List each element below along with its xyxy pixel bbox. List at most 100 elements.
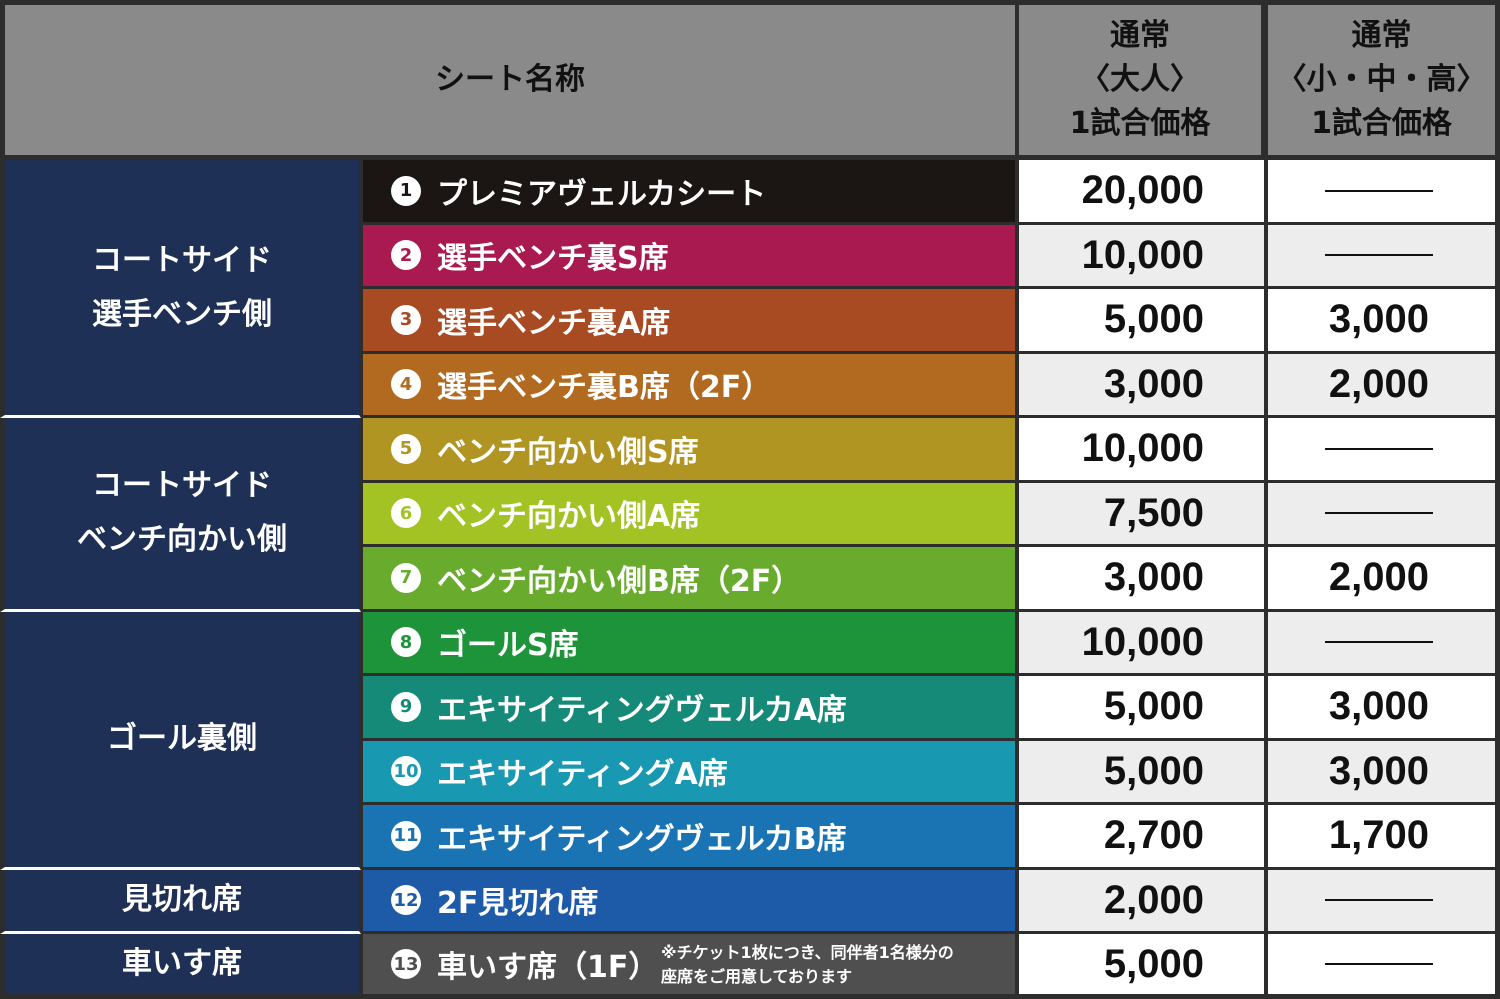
- adult-price-value: 2,000: [1103, 877, 1204, 922]
- seat-row-9: 9 エキサイティングヴェルカA席: [361, 676, 1017, 741]
- adult-price-value: 5,000: [1103, 297, 1204, 342]
- adult-price-value: 7,500: [1103, 490, 1204, 535]
- adult-price-value: 10,000: [1081, 232, 1204, 277]
- seat-number-badge: 2: [391, 240, 421, 271]
- child-price: [1266, 869, 1500, 934]
- seat-row-2: 2 選手ベンチ裏S席: [361, 224, 1017, 289]
- header-seat-name: シート名称: [0, 0, 1017, 160]
- adult-price-value: 20,000: [1081, 168, 1204, 213]
- seat-name: エキサイティングA席: [437, 757, 728, 793]
- not-available-dash: [1325, 899, 1433, 902]
- adult-price: 7,500: [1017, 482, 1266, 547]
- seat-row-1: 1 プレミアヴェルカシート: [361, 160, 1017, 225]
- child-price-value: 3,000: [1328, 748, 1429, 793]
- seat-note: ※チケット1枚につき、同伴者1名様分の 座席をご用意しております: [661, 943, 954, 986]
- child-price-value: 2,000: [1328, 361, 1429, 406]
- seat-row-8: 8 ゴールS席: [361, 611, 1017, 676]
- child-price-value: 1,700: [1328, 813, 1429, 858]
- seat-number-badge: 5: [391, 433, 421, 464]
- seat-number-badge: 3: [391, 304, 421, 335]
- adult-price-value: 3,000: [1103, 361, 1204, 406]
- header-adult-price: 通常 〈大人〉 1試合価格: [1017, 0, 1266, 160]
- child-price: [1266, 418, 1500, 483]
- adult-price: 10,000: [1017, 418, 1266, 483]
- seat-row-6: 6 ベンチ向かい側A席: [361, 482, 1017, 547]
- not-available-dash: [1325, 641, 1433, 644]
- child-price: 1,700: [1266, 805, 1500, 870]
- seat-name: ベンチ向かい側A席: [437, 499, 701, 535]
- adult-price: 5,000: [1017, 676, 1266, 741]
- seat-number-badge: 6: [391, 498, 421, 529]
- not-available-dash: [1325, 963, 1433, 965]
- child-price: [1266, 482, 1500, 547]
- not-available-dash: [1325, 447, 1433, 450]
- child-price: 3,000: [1266, 289, 1500, 354]
- seat-name: エキサイティングヴェルカB席: [437, 821, 847, 857]
- adult-price-value: 5,000: [1103, 748, 1204, 793]
- seat-name: 選手ベンチ裏S席: [437, 241, 669, 277]
- not-available-dash: [1325, 189, 1433, 192]
- not-available-dash: [1325, 512, 1433, 515]
- header-child-price: 通常 〈小・中・高〉 1試合価格: [1266, 0, 1500, 160]
- seat-name: 選手ベンチ裏B席（2F）: [437, 370, 772, 406]
- seat-row-4: 4 選手ベンチ裏B席（2F）: [361, 353, 1017, 418]
- adult-price: 2,000: [1017, 869, 1266, 934]
- adult-price-value: 10,000: [1081, 619, 1204, 664]
- seat-name: エキサイティングヴェルカA席: [437, 692, 847, 728]
- child-price: 2,000: [1266, 547, 1500, 612]
- seat-number-badge: 10: [391, 756, 421, 787]
- adult-price-value: 10,000: [1081, 426, 1204, 471]
- header-seat-name-text: シート名称: [435, 62, 585, 97]
- seat-number-badge: 11: [391, 820, 421, 851]
- header-child-price-text: 通常 〈小・中・高〉 1試合価格: [1276, 18, 1487, 141]
- seat-name: ベンチ向かい側S席: [437, 434, 699, 470]
- adult-price: 10,000: [1017, 224, 1266, 289]
- seat-row-7: 7 ベンチ向かい側B席（2F）: [361, 547, 1017, 612]
- seat-number-badge: 8: [391, 627, 421, 658]
- seat-number-badge: 12: [391, 885, 421, 916]
- seat-number-badge: 4: [391, 369, 421, 400]
- child-price: [1266, 611, 1500, 676]
- seat-row-10: 10 エキサイティングA席: [361, 740, 1017, 805]
- seat-row-12: 12 2F見切れ席: [361, 869, 1017, 934]
- seat-row-5: 5 ベンチ向かい側S席: [361, 418, 1017, 483]
- adult-price: 2,700: [1017, 805, 1266, 870]
- adult-price: 5,000: [1017, 934, 1266, 999]
- header-adult-price-text: 通常 〈大人〉 1試合価格: [1069, 18, 1211, 141]
- seat-row-11: 11 エキサイティングヴェルカB席: [361, 805, 1017, 870]
- child-price-value: 3,000: [1328, 297, 1429, 342]
- adult-price: 5,000: [1017, 740, 1266, 805]
- child-price: [1266, 224, 1500, 289]
- adult-price: 3,000: [1017, 547, 1266, 612]
- seat-number-badge: 7: [391, 562, 421, 593]
- child-price: [1266, 160, 1500, 225]
- child-price: 3,000: [1266, 740, 1500, 805]
- adult-price: 3,000: [1017, 353, 1266, 418]
- child-price-value: 3,000: [1328, 684, 1429, 729]
- seat-name: プレミアヴェルカシート: [437, 176, 767, 212]
- adult-price-value: 2,700: [1103, 813, 1204, 858]
- adult-price: 20,000: [1017, 160, 1266, 225]
- seat-row-13: 13 車いす席（1F） ※チケット1枚につき、同伴者1名様分の 座席をご用意しており…: [361, 934, 1017, 999]
- seat-name: 2F見切れ席: [437, 886, 599, 922]
- seat-number-badge: 13: [391, 949, 421, 979]
- seat-name: ベンチ向かい側B席（2F）: [437, 563, 802, 599]
- not-available-dash: [1325, 254, 1433, 257]
- group-label: コートサイド 選手ベンチ側: [0, 160, 361, 418]
- group-label: 車いす席: [0, 934, 361, 999]
- group-label: 見切れ席: [0, 869, 361, 934]
- seat-name: ゴールS席: [437, 628, 579, 664]
- child-price: 3,000: [1266, 676, 1500, 741]
- seat-number-badge: 1: [391, 175, 421, 206]
- adult-price: 5,000: [1017, 289, 1266, 354]
- group-label: コートサイド ベンチ向かい側: [0, 418, 361, 612]
- seat-number-badge: 9: [391, 691, 421, 722]
- seat-name: 選手ベンチ裏A席: [437, 305, 671, 341]
- child-price: 2,000: [1266, 353, 1500, 418]
- seat-name: 車いす席（1F）: [437, 950, 659, 985]
- adult-price: 10,000: [1017, 611, 1266, 676]
- group-label: ゴール裏側: [0, 611, 361, 870]
- adult-price-value: 5,000: [1103, 941, 1204, 986]
- seat-row-3: 3 選手ベンチ裏A席: [361, 289, 1017, 354]
